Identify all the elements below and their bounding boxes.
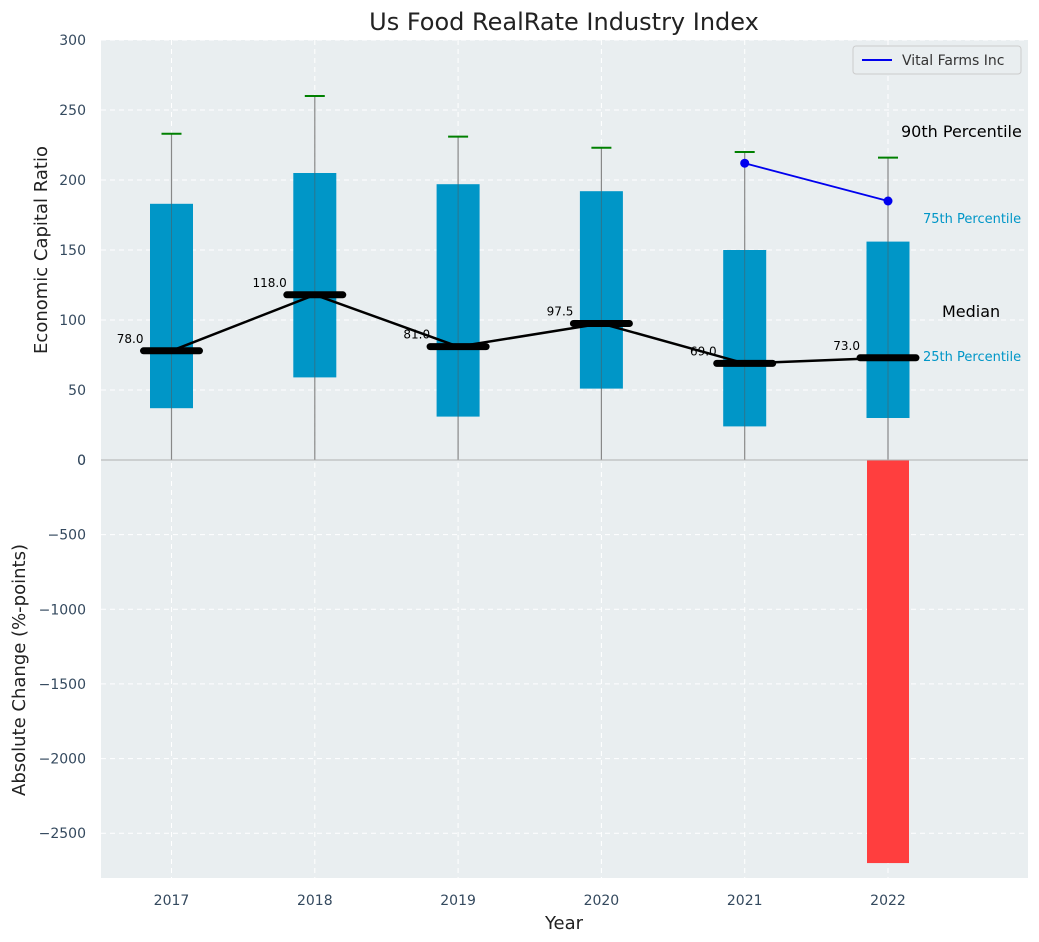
x-axis-label: Year [544,913,584,934]
legend-label: Vital Farms Inc [902,53,1005,69]
bottom-y-tick-label: −500 [48,528,86,544]
top-y-axis-label: Economic Capital Ratio [31,146,52,354]
median-value-label: 97.5 [547,305,574,319]
legend: Vital Farms Inc [852,45,1022,75]
median-value-label: 78.0 [117,332,144,346]
bottom-y-tick-label: −1000 [39,602,86,618]
bottom-y-tick-label: −2000 [39,752,86,768]
median-value-label: 118.0 [252,276,286,290]
top-y-tick-label: 200 [59,173,86,189]
top-y-tick-label: 100 [59,313,86,329]
company-line [744,162,889,202]
x-tick-label: 2021 [727,893,763,909]
bottom-y-tick-label: 0 [77,453,86,469]
legend-box [852,45,1022,75]
labels: 2017 2018 2019 2020 2021 2022 0 50 100 150 200 250 3… [39,33,906,909]
top-y-tick-label: 50 [68,383,86,399]
x-tick-label: 2019 [440,893,476,909]
x-tick-label: 2022 [870,893,906,909]
company-series [740,158,893,206]
x-tick-label: 2017 [154,893,190,909]
top-y-tick-label: 300 [59,33,86,49]
x-tick-label: 2020 [584,893,620,909]
company-point [740,158,750,168]
chart-title: Us Food RealRate Industry Index [369,8,759,36]
annotation-p90: 90th Percentile [901,122,1022,141]
annotation-p75: 75th Percentile [923,212,1021,227]
x-tick-label: 2018 [297,893,333,909]
annotation-median: Median [942,302,1000,321]
company-point [883,196,893,206]
bottom-y-tick-label: −1500 [39,677,86,693]
top-y-tick-label: 150 [59,243,86,259]
bottom-y-axis-label: Absolute Change (%-points) [9,544,30,796]
annotation-p25: 25th Percentile [923,350,1021,365]
bottom-bars [867,460,909,864]
median-value-label: 81.0 [403,328,430,342]
top-y-tick-label: 0 [77,453,86,469]
median-value-label: 69.0 [690,344,717,358]
top-y-tick-label: 250 [59,103,86,119]
change-bar [867,460,909,864]
bottom-y-tick-label: −2500 [39,826,86,842]
median-value-label: 73.0 [833,339,860,353]
boxes [140,95,920,460]
